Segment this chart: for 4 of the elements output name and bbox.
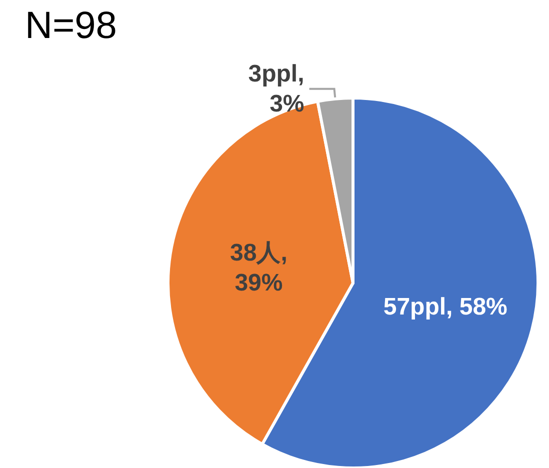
data-label: 3ppl, 3% — [248, 60, 304, 118]
chart-title: N=98 — [25, 5, 117, 47]
data-label: 38人, 39% — [230, 239, 288, 296]
data-label: 57ppl, 58% — [383, 294, 508, 321]
